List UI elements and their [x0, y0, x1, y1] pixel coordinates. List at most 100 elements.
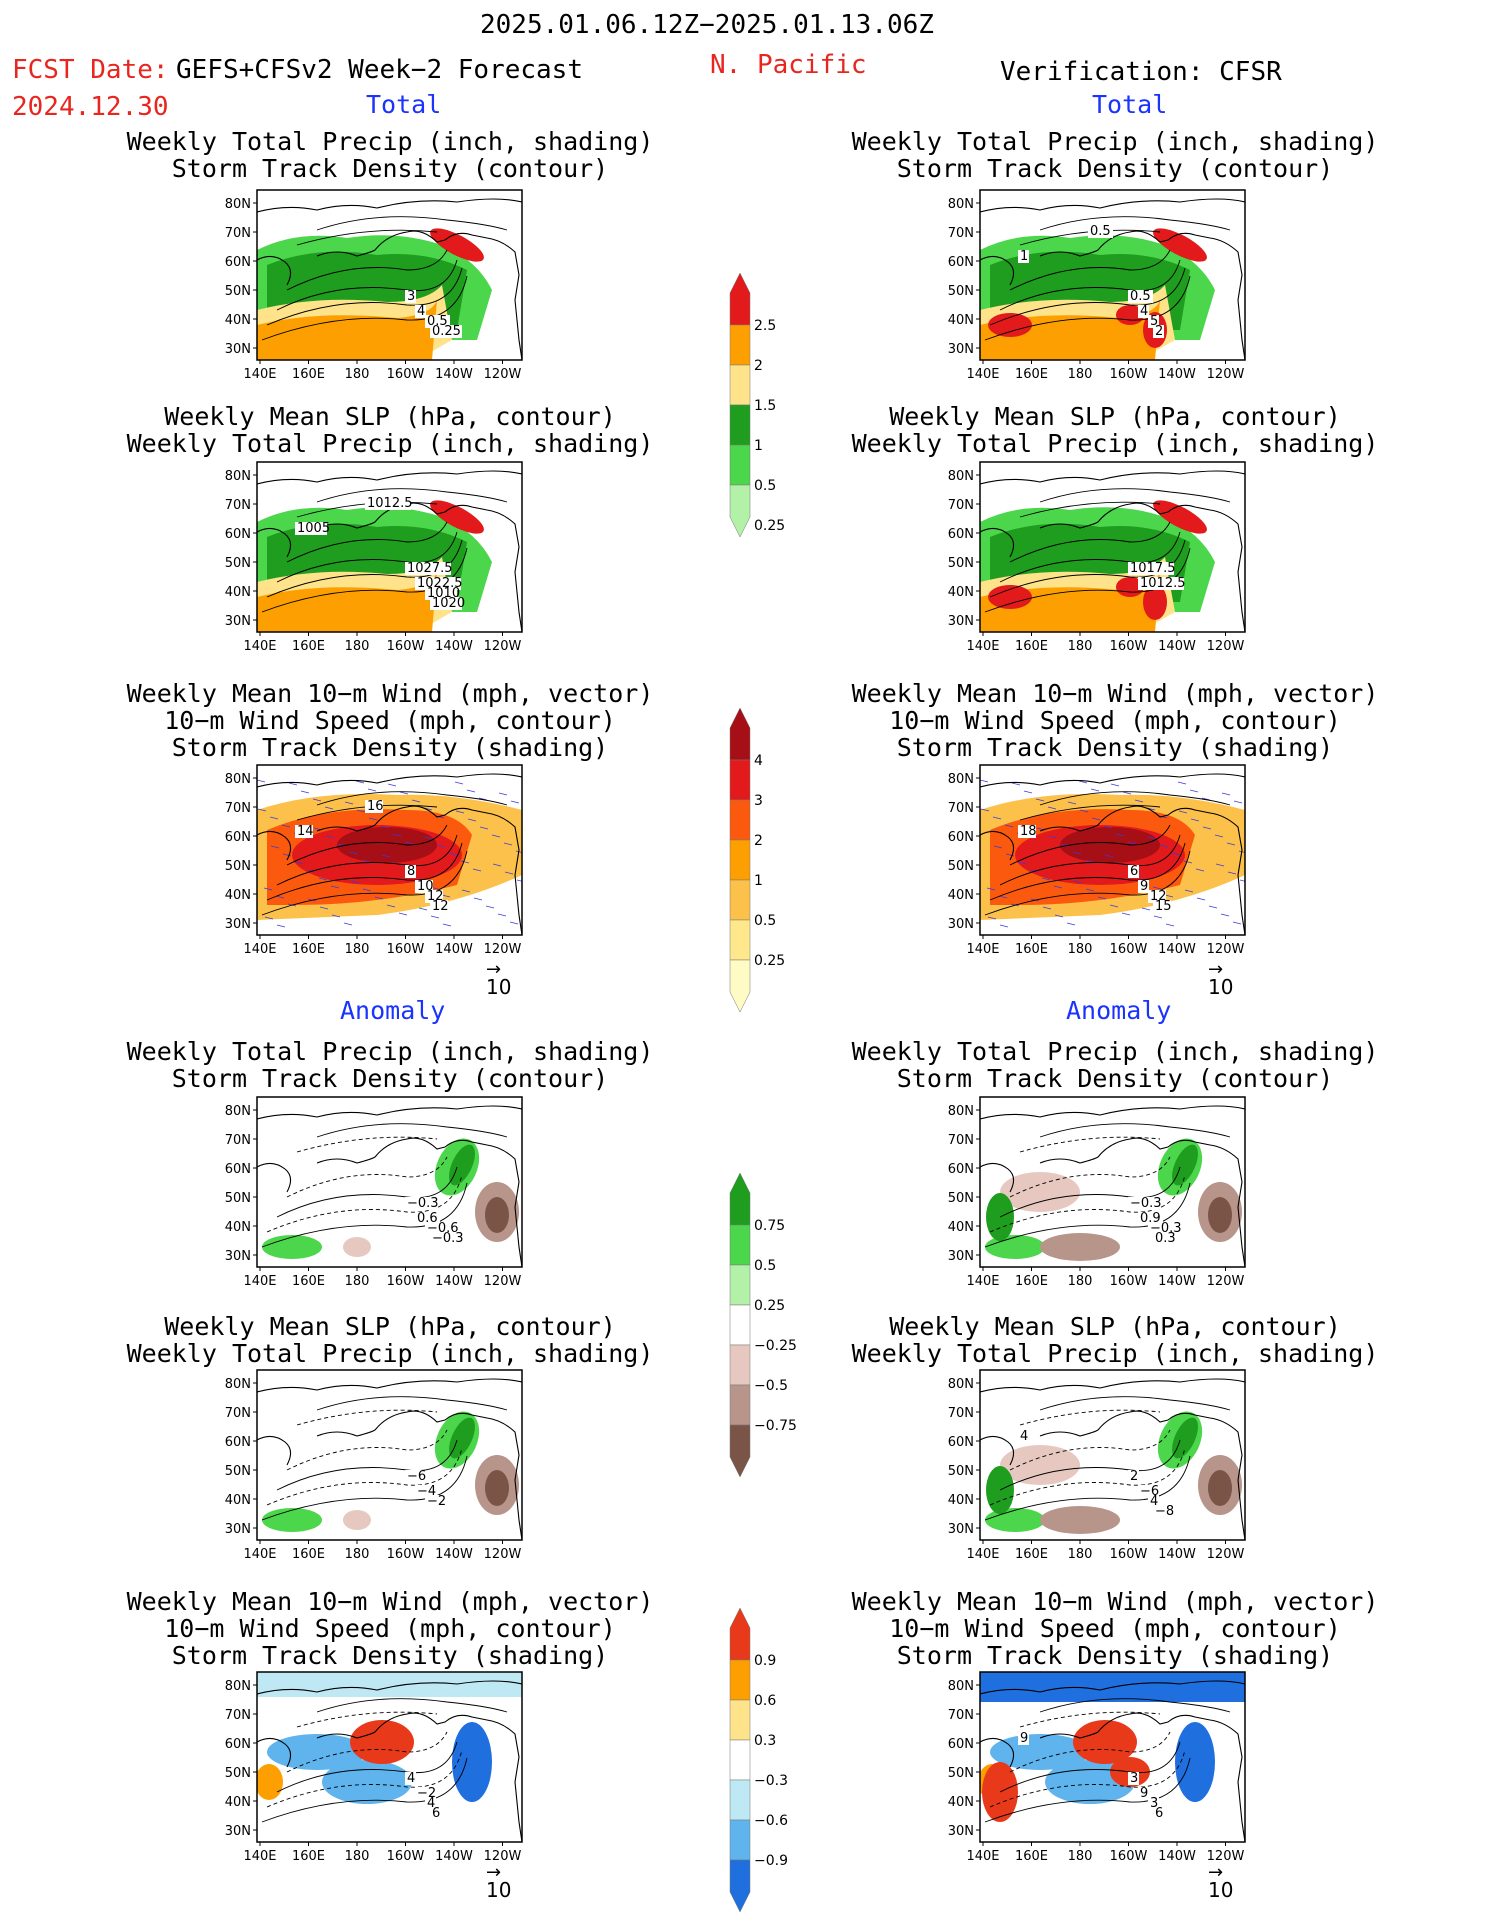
lat-label: 50N — [948, 556, 974, 571]
lon-label: 140W — [435, 1547, 473, 1562]
wind-vector — [325, 835, 335, 839]
wind-vector — [1005, 853, 1015, 857]
lat-label: 80N — [948, 1377, 974, 1392]
colorbar-segment — [729, 1819, 751, 1861]
wind-vector — [1041, 877, 1051, 881]
wind-vector — [330, 885, 340, 889]
lon-label: 180 — [1068, 367, 1093, 382]
precip-dry-anomaly-south — [1040, 1506, 1120, 1534]
contour-line — [1039, 216, 1231, 231]
wind-vector — [980, 808, 990, 812]
vector-ref-fc-anom: → 10 — [486, 1862, 512, 1903]
map-frame — [256, 461, 523, 633]
lon-label: 160E — [1015, 639, 1048, 654]
wind-vector — [1090, 788, 1100, 792]
colorbar-label: 0.9 — [754, 1653, 776, 1669]
wind-vector — [472, 868, 482, 872]
contour-label: 4 — [1140, 304, 1148, 319]
lon-label: 160E — [1015, 942, 1048, 957]
wind-vector — [1147, 836, 1157, 840]
wind-vector — [275, 895, 285, 899]
wind-vector — [491, 834, 501, 838]
contour-line — [316, 488, 508, 503]
lat-label: 50N — [225, 859, 251, 874]
colorbar-segment — [729, 324, 751, 366]
wind-vector — [1121, 912, 1131, 916]
colorbar-label: 1 — [754, 873, 763, 889]
lat-label: 60N — [225, 255, 251, 270]
wind-vector — [288, 782, 298, 786]
vector-ref-ob-total: → 10 — [1208, 959, 1234, 1000]
colorbar-label: 0.25 — [754, 953, 785, 969]
wind-vector — [436, 844, 446, 848]
wind-vector — [473, 897, 483, 901]
coastline — [257, 198, 522, 360]
lat-label: 30N — [948, 342, 974, 357]
lat-label: 30N — [225, 614, 251, 629]
lon-label: 160E — [1015, 1274, 1048, 1289]
wind-vector — [404, 841, 414, 845]
precip-dry-anomaly-west — [343, 1510, 371, 1530]
colorbar-label: 3 — [754, 793, 763, 809]
lon-label: 120W — [484, 1849, 522, 1864]
wind-vector — [1196, 897, 1206, 901]
wind-vector — [461, 889, 471, 893]
lon-label: 160W — [1110, 942, 1148, 957]
lon-label: 160W — [1110, 1274, 1148, 1289]
colorbar-segment — [729, 1304, 751, 1346]
lon-label: 120W — [1207, 1849, 1245, 1864]
precip-very-heavy-area — [980, 300, 1160, 360]
lon-label: 160W — [387, 367, 425, 382]
lon-label: 140E — [966, 639, 999, 654]
wind-vector — [460, 860, 470, 864]
contour-line — [286, 1731, 448, 1773]
lon-label: 160E — [292, 1547, 325, 1562]
wind-vector — [257, 808, 267, 812]
contour-label: 9 — [1140, 879, 1148, 894]
title-fc-total-slp: Weekly Mean SLP (hPa, contour) Weekly Tot… — [126, 402, 654, 458]
colorbar-label: −0.5 — [754, 1378, 788, 1394]
lat-label: 80N — [225, 772, 251, 787]
wind-vector — [1115, 833, 1125, 837]
contour-line — [261, 1455, 468, 1521]
wind-vector — [392, 833, 402, 837]
coastline — [980, 1105, 1245, 1267]
wind-vector — [1232, 921, 1242, 925]
title-ob-total-precip: Weekly Total Precip (inch, shading) Storm… — [851, 127, 1379, 183]
colorbar-anom-storm: 0.9 0.6 0.3 −0.3 −0.6 −0.9 — [720, 1605, 810, 1919]
precip-very-heavy-area — [257, 572, 437, 632]
lat-label: 40N — [225, 1493, 251, 1508]
lat-label: 60N — [948, 527, 974, 542]
precip-dry-anomaly-core — [1208, 1470, 1232, 1506]
contour-label: 4 — [407, 1771, 415, 1786]
colorbar-label: −0.75 — [754, 1418, 797, 1434]
wind-vector — [466, 789, 476, 793]
contour-label: 4 — [1150, 1494, 1158, 1509]
contour-label: 3 — [407, 289, 415, 304]
colorbar-label: 2 — [754, 833, 763, 849]
lon-label: 160E — [292, 1274, 325, 1289]
lat-label: 60N — [948, 1737, 974, 1752]
contour-line — [276, 531, 458, 583]
lon-label: 120W — [1207, 367, 1245, 382]
map-fc-anom-slp: −6 −4 −2 80N 70N 60N 50N 40N 30N 140E 160E 180 160W 1… — [212, 1369, 537, 1570]
wind-vector — [1035, 798, 1045, 802]
wind-vector — [1097, 896, 1107, 900]
lat-label: 50N — [948, 1766, 974, 1781]
contour-line — [316, 791, 508, 806]
colorbar-label: 1.5 — [754, 398, 776, 414]
wind-vector — [1195, 868, 1205, 872]
wind-vector — [269, 816, 279, 820]
wind-vector — [374, 896, 384, 900]
wind-vector — [497, 913, 507, 917]
coastline — [980, 773, 1245, 935]
lat-label: 30N — [225, 342, 251, 357]
wind-vector — [356, 809, 366, 813]
lat-label: 30N — [225, 1824, 251, 1839]
contour-label: 9 — [1140, 1786, 1148, 1801]
lon-label: 180 — [1068, 639, 1093, 654]
wind-vector — [455, 810, 465, 814]
wind-vector — [312, 798, 322, 802]
wind-vector — [1122, 791, 1132, 795]
lon-label: 180 — [1068, 1274, 1093, 1289]
